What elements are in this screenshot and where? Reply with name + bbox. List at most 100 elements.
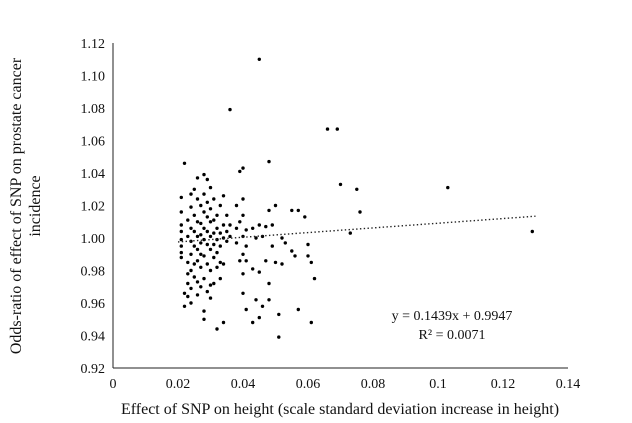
data-point [218,231,222,235]
x-tick-label: 0.04 [231,377,256,392]
x-tick-label: 0.02 [166,377,191,392]
data-point [195,234,200,239]
data-point [264,224,268,229]
data-point [192,213,196,217]
data-point [296,307,300,312]
r-squared-label: R² = 0.0071 [419,328,486,343]
data-point [221,223,226,227]
data-point [244,244,248,248]
data-point [530,229,534,234]
data-point [244,307,248,312]
data-point [277,312,281,317]
data-point [205,289,209,294]
data-point [195,280,200,284]
x-tick-label: 0.06 [296,377,321,392]
data-point [208,283,213,287]
data-point [218,260,222,265]
data-point [306,254,310,258]
data-point [195,197,200,201]
data-point [267,208,271,213]
data-point [189,252,193,256]
data-point [280,236,284,240]
data-point [325,127,330,131]
data-point [202,192,206,196]
data-point [186,260,190,265]
y-tick-label: 0.92 [81,362,106,377]
data-point [195,247,200,252]
y-tick-label: 1.12 [81,37,106,52]
x-tick-label: 0 [110,377,117,392]
data-point [280,262,284,266]
data-point [238,169,242,174]
data-point [238,259,242,263]
data-point [212,197,216,201]
y-axis-label: Odds-ratio of effect of SNP on prostate … [8,57,44,354]
data-point [267,281,271,286]
data-point [208,296,213,300]
data-point [186,281,190,286]
data-point [241,252,245,256]
data-point [238,220,242,224]
x-tick-labels: 0 0.02 0.04 0.06 0.08 0.1 0.12 0.14 [110,377,581,392]
x-tick-label: 0.12 [491,377,516,392]
data-point [218,244,222,248]
data-point [192,262,196,266]
data-point [212,218,216,222]
data-point [306,242,310,247]
data-point [244,259,248,263]
data-point [264,259,268,263]
data-point [179,229,183,234]
x-tick-label: 0.08 [361,377,386,392]
data-point [251,267,255,271]
data-point [228,223,232,227]
data-point [182,291,187,295]
data-point [218,276,222,281]
data-point [215,213,219,217]
data-point [257,223,261,227]
data-point [179,237,183,242]
data-point [195,220,200,224]
trendline [177,215,536,243]
data-point [215,265,219,269]
x-axis-label: Effect of SNP on height (scale standard … [121,401,559,418]
data-point [234,241,239,245]
y-axis-label-line-1: Odds-ratio of effect of SNP on prostate … [8,57,25,354]
data-point [358,210,362,214]
data-point [199,233,203,237]
data-point [309,260,313,265]
data-point [205,215,209,219]
axes [112,43,568,369]
data-point [290,249,294,253]
y-tick-label: 0.94 [81,330,106,345]
y-tick-label: 1.02 [81,200,106,215]
data-point [215,226,219,230]
data-point [228,234,232,239]
data-point [293,254,297,258]
data-point [267,159,271,164]
data-point [189,268,193,273]
data-point [186,218,190,222]
data-point [241,272,245,276]
data-point [251,226,255,230]
data-point [179,195,183,200]
data-point [257,315,261,320]
x-tick-label: 0.14 [556,377,581,392]
data-point [195,259,200,263]
data-point [192,244,196,248]
data-point [182,161,187,165]
data-point [221,262,226,266]
data-point [205,177,209,182]
y-tick-label: 1.04 [81,167,106,182]
data-point [273,203,278,208]
data-point [179,223,183,227]
data-point [303,215,307,219]
data-point [338,182,343,187]
data-point [195,293,200,297]
data-point [309,320,313,325]
data-point [257,270,261,274]
data-point [179,244,183,248]
data-point [446,185,450,190]
y-tick-label: 1.08 [81,102,106,117]
data-point [205,262,209,266]
